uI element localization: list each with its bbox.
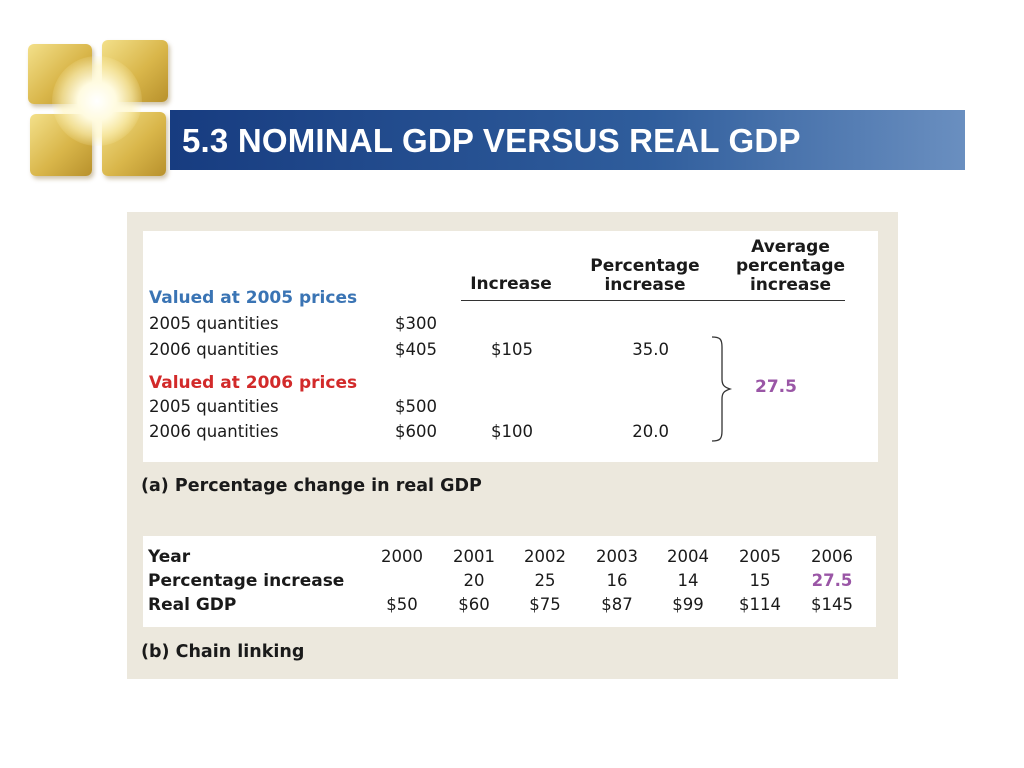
real-gdp-cell: $50 [386,595,418,614]
row-label-percentage-increase: Percentage increase [148,571,345,591]
table-b: Year Percentage increase Real GDP 2000 20… [143,536,876,627]
title-bar: 5.3 NOMINAL GDP VERSUS REAL GDP [170,110,965,170]
real-gdp-cell: $87 [601,595,633,614]
year-cell: 2000 [381,547,423,566]
row-label: 2006 quantities [149,422,279,441]
section-label-2005: Valued at 2005 prices [149,288,358,308]
pct-increase-cell: 15 [749,571,771,590]
year-cell: 2002 [524,547,566,566]
section-label-2006: Valued at 2006 prices [149,373,358,393]
real-gdp-cell: $114 [739,595,781,614]
value-cell: $500 [395,397,437,416]
year-cell: 2001 [453,547,495,566]
pct-increase-cell: 14 [677,571,699,590]
header-percentage-increase: Percentage increase [590,256,700,295]
pct-increase-cell: 27.5 [811,571,853,590]
row-label: 2005 quantities [149,314,279,333]
table-a: Increase Percentage increase Average per… [143,231,878,462]
pct-increase-cell: 25 [534,571,556,590]
pct-cell: 35.0 [632,340,669,359]
year-cell: 2004 [667,547,709,566]
caption-b: (b) Chain linking [141,642,305,662]
caption-a: (a) Percentage change in real GDP [141,476,482,496]
curly-brace-icon [711,336,733,442]
real-gdp-cell: $75 [529,595,561,614]
header-rule [461,300,845,301]
year-cell: 2005 [739,547,781,566]
value-cell: $300 [395,314,437,333]
value-cell: $600 [395,422,437,441]
pct-increase-cell: 16 [606,571,628,590]
increase-cell: $105 [491,340,533,359]
real-gdp-cell: $60 [458,595,490,614]
average-value: 27.5 [755,377,797,397]
real-gdp-cell: $145 [811,595,853,614]
pct-increase-cell: 20 [463,571,485,590]
real-gdp-cell: $99 [672,595,704,614]
row-label: 2005 quantities [149,397,279,416]
row-label-year: Year [148,547,191,567]
year-cell: 2003 [596,547,638,566]
increase-cell: $100 [491,422,533,441]
golden-window-logo [24,38,174,182]
header-increase: Increase [470,274,552,294]
header-average-percentage-increase: Average percentage increase [735,237,846,295]
pct-cell: 20.0 [632,422,669,441]
value-cell: $405 [395,340,437,359]
row-label-real-gdp: Real GDP [148,595,237,615]
year-cell: 2006 [811,547,853,566]
page-title: 5.3 NOMINAL GDP VERSUS REAL GDP [182,122,801,159]
row-label: 2006 quantities [149,340,279,359]
figure-panel: Increase Percentage increase Average per… [127,212,898,679]
